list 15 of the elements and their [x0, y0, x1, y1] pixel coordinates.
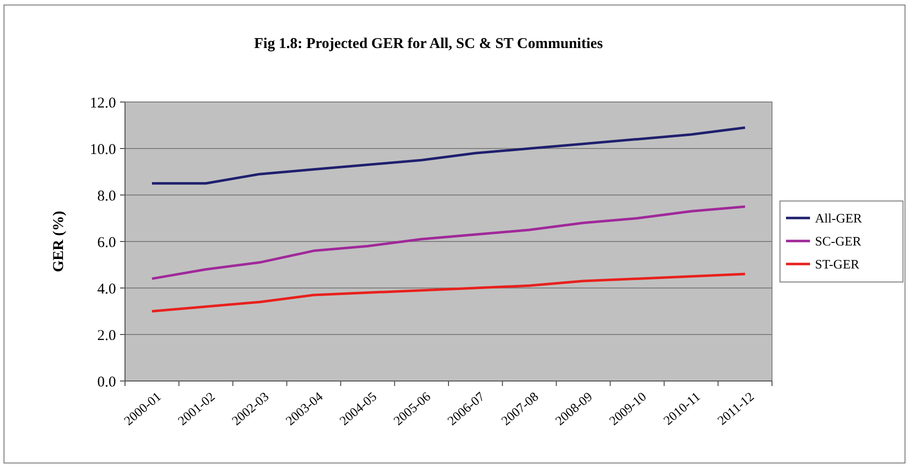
y-tick-label: 12.0: [90, 95, 116, 112]
y-tick-label: 10.0: [90, 142, 116, 158]
y-tick-label: 8.0: [97, 188, 116, 204]
y-tick-label: 4.0: [97, 281, 116, 298]
y-axis-title: GER (%): [51, 210, 67, 272]
legend-label: All-GER: [815, 210, 862, 226]
y-tick-label: 2.0: [97, 328, 116, 344]
legend-label: ST-GER: [815, 256, 860, 272]
chart-title: Fig 1.8: Projected GER for All, SC & ST Communities: [254, 36, 604, 52]
line-series: [150, 205, 746, 280]
y-tick-label: 6.0: [97, 234, 116, 251]
legend-label: SC-GER: [815, 234, 862, 249]
y-tick-label: 0.0: [97, 374, 116, 390]
line-series: [150, 272, 746, 312]
line-series: [150, 126, 746, 185]
